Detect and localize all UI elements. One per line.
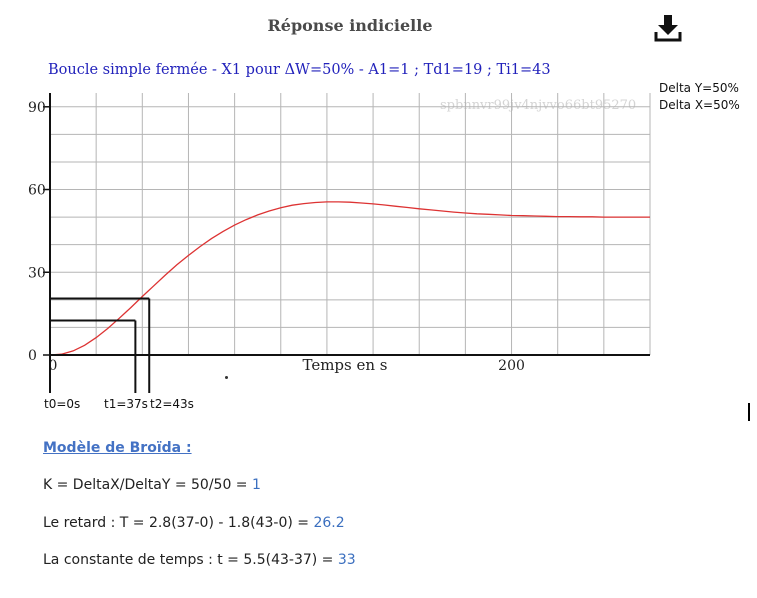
x-tick-label: 0: [49, 358, 58, 374]
model-line-k: K = DeltaX/DeltaY = 50/50 = 1: [43, 477, 261, 493]
delta-x-label: Delta X=50%: [659, 98, 740, 112]
marker-label: t2=43s: [150, 397, 194, 411]
step-response-chart: 0 30 60 90 0 200 t0=0s t1=37s t2=43s Temps en …: [28, 93, 651, 411]
stray-dot: [225, 376, 228, 379]
x-axis-ticks: 0 200: [49, 358, 525, 374]
model-line-tc-formula: La constante de temps : t = 5.5(43-37) =: [43, 552, 338, 568]
x-axis-label: Temps en s: [302, 356, 387, 374]
series-line: [49, 201, 650, 356]
marker-label: t1=37s: [104, 397, 148, 411]
model-line-tc-result: 33: [337, 552, 356, 568]
text-cursor: [748, 403, 750, 421]
chart-title: Boucle simple fermée - X1 pour ΔW=50% - …: [48, 62, 551, 78]
marker-annotations: t0=0s t1=37s t2=43s: [44, 297, 194, 411]
model-line-delay: Le retard : T = 2.8(37-0) - 1.8(43-0) = …: [43, 515, 345, 531]
page-title: Réponse indicielle: [267, 16, 433, 35]
marker-label: t0=0s: [44, 397, 80, 411]
x-tick-label: 200: [498, 358, 525, 374]
y-tick-label: 60: [28, 183, 46, 199]
model-line-time-constant: La constante de temps : t = 5.5(43-37) =…: [43, 552, 356, 568]
download-icon: [654, 15, 682, 42]
model-title: Modèle de Broïda :: [43, 440, 192, 456]
watermark: spbnnvr99jv4njvvo66bt95270: [440, 98, 637, 113]
model-line-delay-result: 26.2: [313, 515, 345, 531]
model-line-delay-formula: Le retard : T = 2.8(37-0) - 1.8(43-0) =: [43, 515, 314, 531]
download-button[interactable]: [652, 12, 684, 44]
y-tick-label: 0: [28, 348, 37, 364]
model-line-k-formula: K = DeltaX/DeltaY = 50/50 =: [43, 477, 252, 493]
delta-y-label: Delta Y=50%: [659, 81, 739, 95]
y-tick-label: 30: [28, 265, 46, 281]
model-line-k-result: 1: [251, 477, 261, 493]
grid-vertical: [95, 93, 651, 355]
y-tick-label: 90: [28, 100, 46, 116]
y-axis-ticks: 0 30 60 90: [28, 100, 50, 364]
